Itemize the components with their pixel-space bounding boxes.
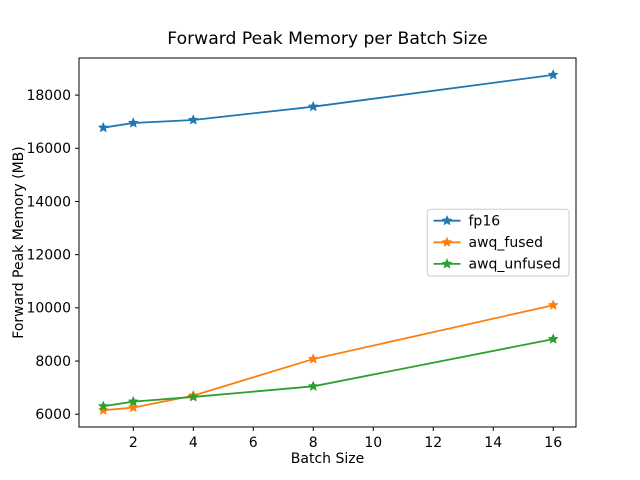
series-line-fp16 <box>103 73 554 129</box>
marker-fp16-batch-4 <box>187 114 199 125</box>
marker-awq_unfused-batch-16 <box>547 333 559 344</box>
x-axis-label: Batch Size <box>291 451 364 467</box>
marker-fp16-batch-1 <box>97 121 109 133</box>
y-tick-label-16000: 16000 <box>26 141 71 157</box>
marker-awq_fused-batch-8 <box>307 353 319 364</box>
legend-label-awq_fused: awq_fused <box>469 235 544 251</box>
marker-fp16-batch-8 <box>307 100 319 112</box>
series-line-awq_fused <box>103 304 554 412</box>
y-tick-label-14000: 14000 <box>26 194 71 210</box>
y-tick-label-8000: 8000 <box>35 354 71 370</box>
legend-label-fp16: fp16 <box>469 214 501 230</box>
legend-marker-awq_fused <box>441 236 453 248</box>
plot-area-border <box>78 57 577 428</box>
x-tick-label-10: 10 <box>364 435 382 451</box>
y-tick-label-12000: 12000 <box>26 247 71 263</box>
marker-fp16-batch-16 <box>547 69 559 80</box>
x-tick-label-12: 12 <box>424 435 442 451</box>
marker-awq_fused-batch-2 <box>127 401 139 413</box>
marker-awq_fused-batch-16 <box>547 299 559 310</box>
x-tick-label-14: 14 <box>484 435 502 451</box>
y-axis-label: Forward Peak Memory (MB) <box>11 146 27 338</box>
marker-fp16-batch-2 <box>127 117 139 128</box>
x-tick-label-16: 16 <box>544 435 562 451</box>
marker-awq_unfused-batch-4 <box>187 391 199 402</box>
x-tick-label-8: 8 <box>309 435 318 451</box>
marker-awq_unfused-batch-8 <box>307 380 319 392</box>
legend-marker-awq_unfused <box>441 258 453 269</box>
y-tick-label-6000: 6000 <box>35 407 71 423</box>
marker-awq_unfused-batch-1 <box>97 400 109 411</box>
x-tick-label-2: 2 <box>129 435 138 451</box>
y-tick-label-10000: 10000 <box>26 301 71 317</box>
legend-marker-fp16 <box>441 214 453 226</box>
x-tick-label-4: 4 <box>189 435 198 451</box>
marker-awq_unfused-batch-2 <box>127 395 139 407</box>
marker-awq_fused-batch-1 <box>97 404 109 415</box>
series-line-awq_unfused <box>103 338 554 408</box>
x-tick-label-6: 6 <box>249 435 258 451</box>
legend-box <box>426 208 570 277</box>
y-tick-label-18000: 18000 <box>26 88 71 104</box>
chart-title: Forward Peak Memory per Batch Size <box>167 29 487 49</box>
legend-label-awq_unfused: awq_unfused <box>469 257 561 273</box>
